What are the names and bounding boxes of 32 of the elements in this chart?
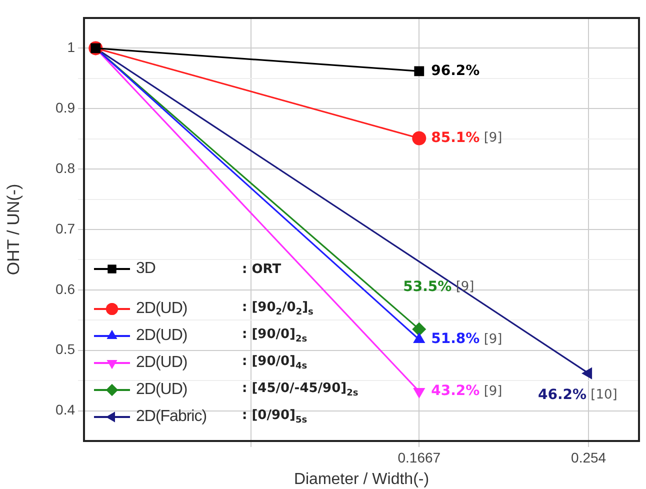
data-label: 53.5% [9] [403, 278, 474, 295]
data-label: 85.1% [9] [431, 130, 502, 146]
y-tick-label: 0.9 [56, 100, 76, 116]
y-tick-label: 0.6 [56, 280, 76, 297]
legend-label: 2D(UD) [136, 354, 188, 372]
point [412, 322, 426, 336]
data-label: 46.2% [10] [538, 386, 618, 403]
y-tick-label: 1 [67, 39, 76, 56]
legend-label: 3D [136, 260, 156, 278]
point [412, 131, 426, 146]
point [414, 66, 424, 76]
legend-label: 2D(UD) [136, 381, 188, 399]
y-tick-label: 0.5 [56, 341, 76, 358]
x-tick-label: 0.254 [571, 449, 606, 466]
annotation: : [0/90]$_{5s}$ [242, 408, 308, 426]
x-axis-title: Diameter / Width(-) [294, 470, 430, 488]
data-label: 43.2% [9] [431, 383, 502, 400]
annotation: : [90/0]$_{4s}$ [242, 354, 308, 372]
annotation: : ORT [242, 262, 282, 276]
legend-label: 2D(Fabric) [136, 408, 208, 426]
data-label: 51.8% [9] [431, 331, 502, 348]
annotation: : [90/0]$_{2s}$ [242, 327, 308, 345]
y-axis-title: OHT / UN(-) [4, 184, 23, 276]
annotation: : [45/0/-45/90]$_{2s}$ [242, 381, 358, 399]
data-label: 96.2% [431, 62, 480, 79]
y-tick-label: 0.4 [56, 402, 76, 418]
legend-label: 2D(UD) [136, 327, 188, 345]
x-tick-label: 0.1667 [398, 449, 441, 466]
legend-label: 2D(UD) [136, 300, 188, 318]
y-tick-label: 0.8 [56, 160, 76, 176]
annotation: : [90$_{2}$/0$_{2}$]$_{s}$ [242, 300, 314, 318]
y-tick-label: 0.7 [56, 220, 76, 236]
